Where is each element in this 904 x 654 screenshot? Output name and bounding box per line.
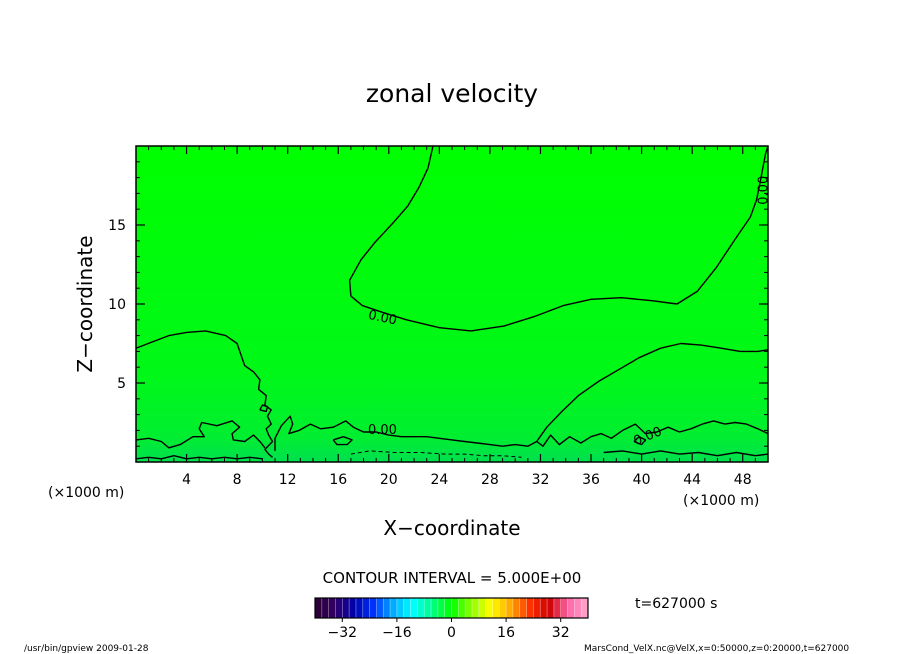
- y-tick-label: 5: [117, 376, 126, 392]
- colorbar-cell: [444, 598, 452, 618]
- right-zero-contour: [536, 342, 768, 442]
- x-tick-label: 44: [683, 472, 701, 488]
- colorbar-tick-label: 16: [497, 625, 515, 641]
- colorbar-cell: [485, 598, 493, 618]
- colorbar-cell: [321, 598, 329, 618]
- x-tick-label: 12: [279, 472, 297, 488]
- plot-field: [136, 146, 768, 462]
- colorbar-cell: [451, 598, 459, 618]
- x-tick-label: 48: [734, 472, 752, 488]
- bottom-ripple-left: [136, 455, 263, 460]
- colorbar-cell: [574, 598, 582, 618]
- colorbar-cell: [553, 598, 562, 618]
- small-loop-16: [332, 436, 353, 446]
- y-tick-label: 15: [108, 218, 126, 234]
- colorbar-cell: [533, 598, 541, 618]
- x-tick-label: 20: [380, 472, 398, 488]
- colorbar-cell: [506, 598, 514, 618]
- x-tick-label: 4: [182, 472, 191, 488]
- lower-zero-contour-left: [136, 420, 266, 449]
- small-loop-40: [633, 436, 647, 446]
- colorbar-cell: [560, 598, 568, 618]
- lower-zero-contour-mid: [274, 415, 538, 451]
- colorbar-cell: [499, 598, 507, 618]
- colorbar-tick-label: 0: [447, 625, 456, 641]
- y-tick-label: 10: [108, 297, 126, 313]
- footer-left: /usr/bin/gpview 2009-01-28: [24, 644, 149, 654]
- colorbar-tick-label: −32: [328, 625, 358, 641]
- colorbar-cell: [581, 598, 589, 618]
- colorbar-cell: [431, 598, 439, 618]
- small-loop-9: [259, 404, 269, 413]
- colorbar-cell: [437, 598, 445, 618]
- colorbar-tick-label: −16: [382, 625, 412, 641]
- colorbar-cell: [465, 598, 473, 618]
- colorbar-cell: [369, 598, 377, 618]
- colorbar-cell: [540, 598, 548, 618]
- colorbar-cell: [424, 598, 432, 618]
- upper-zero-contour: [348, 146, 768, 332]
- contour-layer: [136, 146, 768, 460]
- x-unit-right: (×1000 m): [683, 493, 759, 509]
- x-unit-left: (×1000 m): [48, 485, 124, 501]
- colorbar-cell: [383, 598, 391, 618]
- colorbar-cell: [547, 598, 555, 618]
- colorbar-cell: [355, 598, 364, 618]
- colorbar-cell: [567, 598, 575, 618]
- colorbar-ticks: −32 −16 0 16 32: [328, 618, 570, 641]
- lower-zero-contour-right: [536, 420, 768, 447]
- colorbar-cell: [315, 598, 323, 618]
- colorbar-cell: [362, 598, 370, 618]
- chart-title: zonal velocity: [366, 79, 538, 108]
- colorbar-cell: [471, 598, 480, 618]
- time-label: t=627000 s: [635, 596, 717, 612]
- colorbar-cell: [396, 598, 405, 618]
- y-axis-label: Z−coordinate: [73, 235, 97, 372]
- colorbar-tick-label: 32: [552, 625, 570, 641]
- x-axis-label: X−coordinate: [383, 516, 520, 540]
- colorbar-cell: [458, 598, 466, 618]
- contour-label: 0.00: [367, 308, 398, 329]
- x-tick-label: 24: [430, 472, 448, 488]
- colorbar-cell: [403, 598, 411, 618]
- colorbar-cell: [526, 598, 534, 618]
- colorbar-cell: [478, 598, 486, 618]
- x-axis-ticks: 4 8 12 16 20 24 28 32 36 40 44 48: [148, 146, 756, 488]
- x-tick-label: 32: [532, 472, 550, 488]
- x-tick-label: 40: [633, 472, 651, 488]
- x-tick-label: 8: [233, 472, 242, 488]
- footer-right: MarsCond_VelX.nc@VelX,x=0:50000,z=0:2000…: [584, 644, 849, 654]
- colorbar-cell: [492, 598, 500, 618]
- colorbar: [314, 597, 589, 619]
- left-zero-contour: [136, 330, 274, 458]
- contour-label: 0.00: [368, 423, 397, 438]
- y-axis-ticks: 5 10 15: [108, 161, 768, 447]
- bottom-ripple-right: [603, 450, 768, 457]
- colorbar-cell: [342, 598, 350, 618]
- colorbar-cell: [512, 598, 521, 618]
- colorbar-cell: [390, 598, 398, 618]
- contour-label: 0.00: [757, 176, 772, 205]
- x-tick-label: 36: [582, 472, 600, 488]
- colorbar-cell: [328, 598, 336, 618]
- x-tick-label: 16: [329, 472, 347, 488]
- colorbar-cell: [376, 598, 384, 618]
- colorbar-cell: [410, 598, 418, 618]
- contour-interval-label: CONTOUR INTERVAL = 5.000E+00: [323, 569, 582, 587]
- x-tick-label: 28: [481, 472, 499, 488]
- colorbar-cell: [349, 598, 357, 618]
- colorbar-cell: [519, 598, 527, 618]
- colorbar-cell: [417, 598, 425, 618]
- colorbar-cell: [335, 598, 343, 618]
